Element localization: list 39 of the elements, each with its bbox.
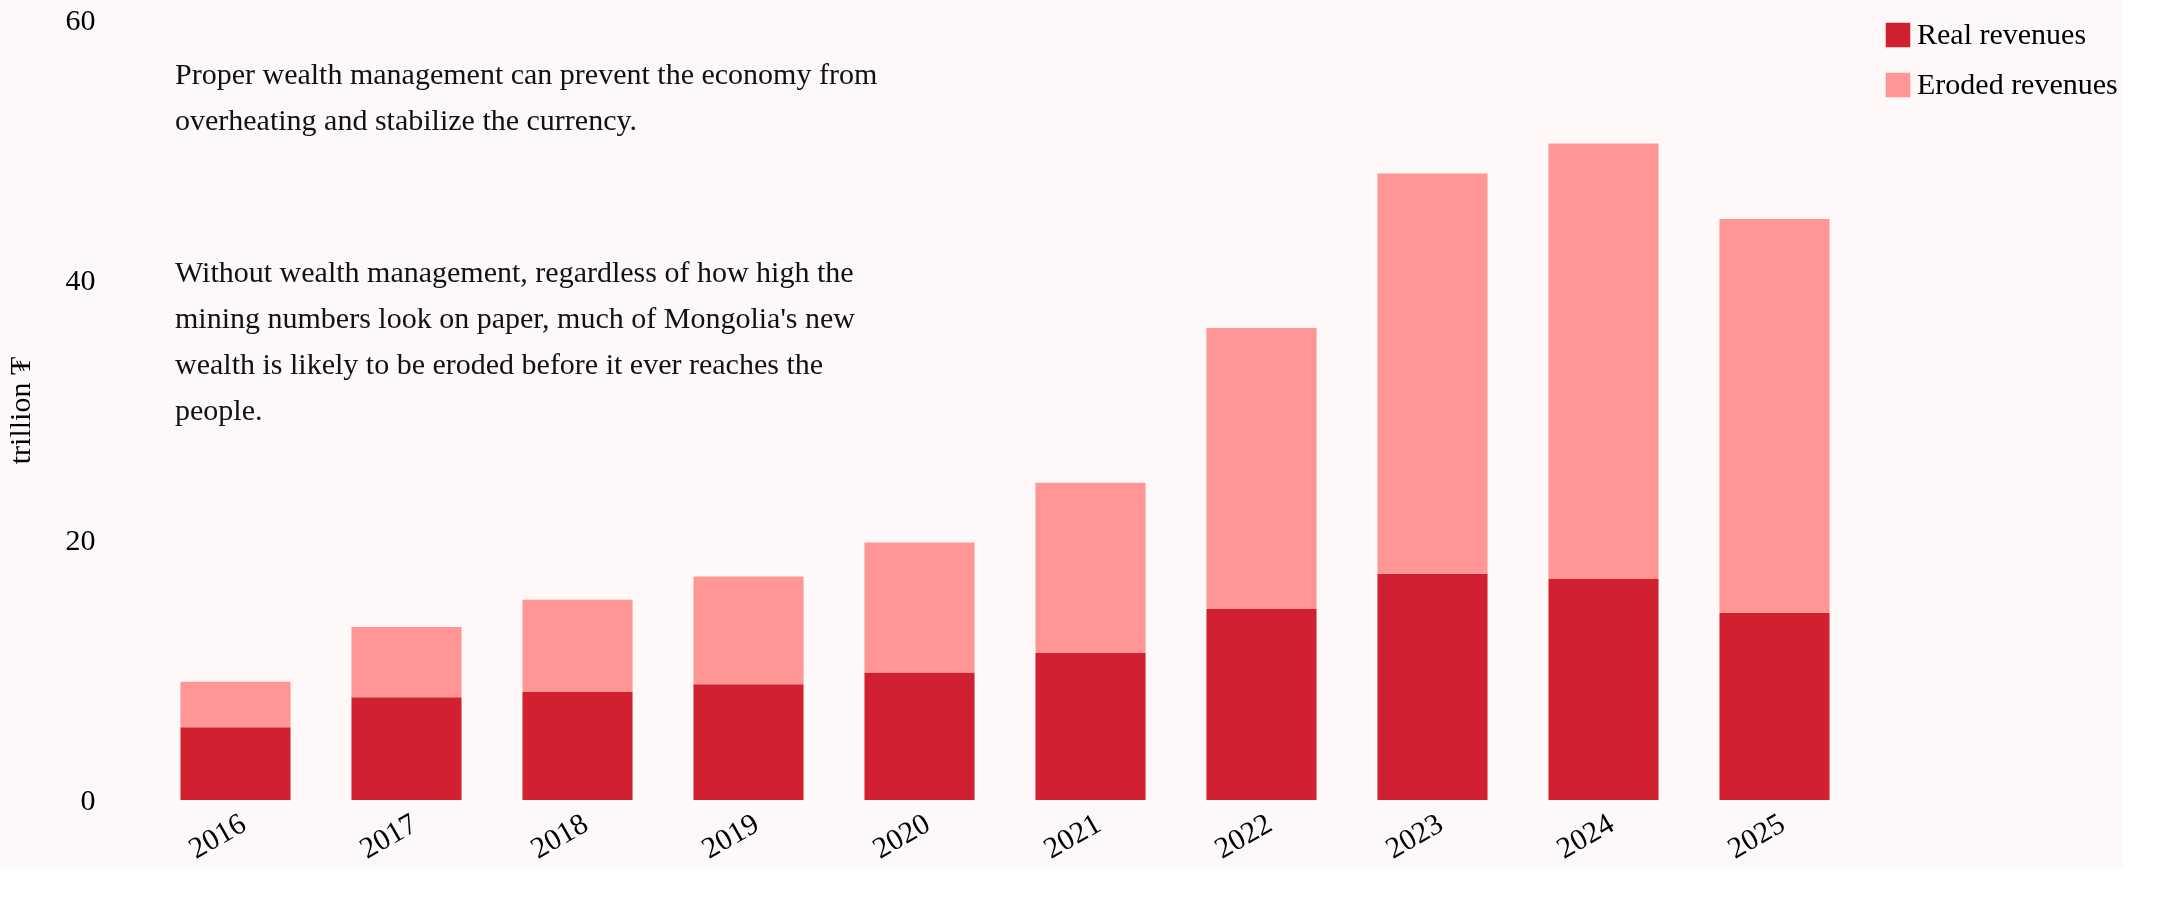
y-tick-label: 0: [80, 782, 96, 816]
x-tick-label: 2019: [695, 805, 764, 865]
legend-label: Real revenues: [1917, 17, 2087, 50]
x-tick-label: 2021: [1037, 805, 1106, 865]
bar: [1548, 579, 1659, 800]
bar: [1035, 653, 1146, 800]
x-tick-label: 2017: [353, 805, 422, 865]
annotation: Proper wealth management can prevent the economy from overheating and stabilize the currency.: [175, 57, 878, 136]
bar: [1548, 143, 1659, 579]
x-tick-label: 2018: [524, 805, 593, 865]
annotation: Without wealth management, regardless of how high the mining numbers look on paper, much of Mongolia's new wealth is likely to be eroded before it ever reaches the people.: [175, 255, 856, 426]
y-axis-title: trillion ₮: [2, 356, 36, 465]
x-tick-label: 2022: [1208, 805, 1277, 865]
bar: [351, 627, 462, 698]
bar: [693, 684, 804, 800]
x-tick-label: 2024: [1550, 805, 1619, 865]
bar: [1719, 218, 1830, 613]
bar: [180, 727, 291, 800]
y-tick-label: 20: [65, 522, 96, 556]
x-tick-label: 2020: [866, 805, 935, 865]
y-tick-label: 60: [65, 2, 96, 36]
bar: [522, 599, 633, 693]
legend-label: Eroded revenues: [1917, 67, 2118, 100]
bar: [1377, 573, 1488, 800]
x-tick-label: 2025: [1721, 805, 1790, 865]
bar: [351, 697, 462, 800]
x-tick-label: 2023: [1379, 805, 1448, 865]
bar: [1035, 482, 1146, 654]
bar: [864, 542, 975, 673]
bar: [522, 692, 633, 800]
bar: [693, 576, 804, 685]
bar: [864, 672, 975, 800]
bar: [1206, 328, 1317, 609]
bar: [1206, 608, 1317, 800]
bar: [1377, 173, 1488, 574]
bar: [180, 681, 291, 728]
y-tick-label: 40: [65, 262, 96, 296]
bar: [1719, 612, 1830, 800]
x-tick-label: 2016: [182, 805, 251, 865]
